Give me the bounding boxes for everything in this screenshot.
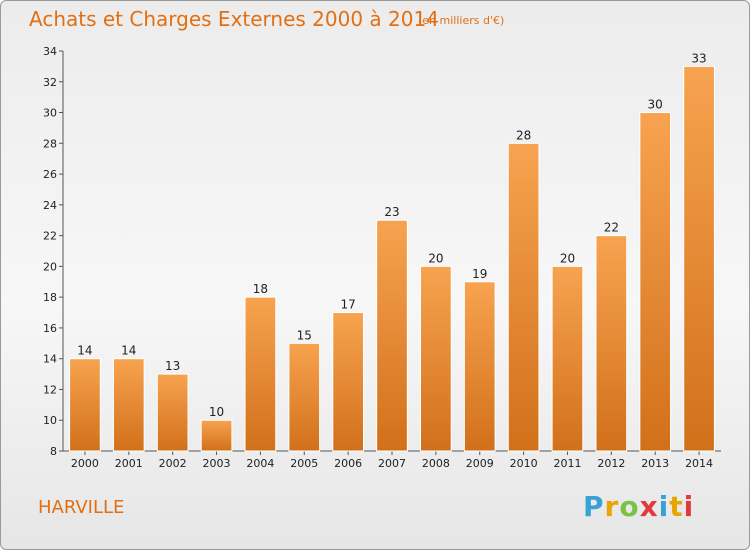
- x-tick-label: 2000: [71, 457, 99, 470]
- bar-value-label: 20: [560, 251, 575, 265]
- y-tick-label: 16: [43, 322, 57, 335]
- bar-value-label: 33: [691, 51, 706, 65]
- bar-value-label: 19: [472, 267, 487, 281]
- y-tick-label: 34: [43, 45, 57, 58]
- bar: [156, 373, 189, 452]
- bar-value-label: 10: [209, 405, 224, 419]
- x-tick-label: 2007: [378, 457, 406, 470]
- bar: [551, 265, 584, 452]
- bar: [420, 265, 452, 452]
- x-tick-label: 2005: [290, 457, 318, 470]
- bar: [683, 65, 715, 452]
- logo-letter: x: [639, 490, 659, 523]
- y-tick-label: 28: [43, 137, 57, 150]
- chart-title: Achats et Charges Externes 2000 à 2014: [29, 7, 439, 31]
- commune-name: HARVILLE: [38, 497, 125, 518]
- bar: [639, 112, 672, 452]
- logo-letter: t: [669, 490, 684, 523]
- bar: [595, 235, 628, 452]
- bar: [69, 358, 101, 452]
- y-tick-label: 20: [43, 260, 57, 273]
- x-tick-label: 2002: [159, 457, 187, 470]
- bar-value-label: 18: [253, 282, 268, 296]
- x-tick-label: 2009: [466, 457, 494, 470]
- x-tick-label: 2013: [641, 457, 669, 470]
- x-tick-label: 2008: [422, 457, 450, 470]
- x-tick-label: 2012: [597, 457, 625, 470]
- bar-value-label: 15: [297, 328, 312, 342]
- y-tick-label: 10: [43, 414, 57, 427]
- y-tick-label: 30: [43, 107, 57, 120]
- bar-value-label: 14: [77, 344, 92, 358]
- y-tick-label: 24: [43, 199, 57, 212]
- logo-letter: r: [604, 490, 620, 523]
- y-tick-label: 12: [43, 383, 57, 396]
- bar: [332, 312, 364, 452]
- y-tick-label: 32: [43, 76, 57, 89]
- bar: [376, 219, 408, 452]
- x-tick-label: 2001: [115, 457, 143, 470]
- bar-value-label: 14: [121, 344, 136, 358]
- proxiti-logo: Proxiti: [583, 490, 694, 523]
- bar-value-label: 20: [428, 251, 443, 265]
- y-tick-label: 22: [43, 230, 57, 243]
- bar: [507, 142, 540, 452]
- logo-letter: i: [683, 490, 695, 523]
- x-tick-label: 2004: [246, 457, 274, 470]
- x-tick-label: 2003: [203, 457, 231, 470]
- bar-value-label: 30: [648, 98, 663, 112]
- y-tick-label: 18: [43, 291, 57, 304]
- logo-letter: P: [583, 490, 605, 523]
- x-tick-label: 2014: [685, 457, 713, 470]
- bar: [244, 296, 277, 452]
- logo-letter: o: [619, 490, 640, 523]
- bar: [463, 281, 496, 452]
- bar-value-label: 22: [604, 221, 619, 235]
- bar: [288, 342, 321, 452]
- logo-letter: i: [658, 490, 670, 523]
- bar-value-label: 13: [165, 359, 180, 373]
- bar-value-label: 23: [384, 205, 399, 219]
- chart-subtitle: (en milliers d'€): [418, 14, 505, 27]
- y-tick-label: 26: [43, 168, 57, 181]
- bar: [200, 419, 233, 452]
- bar-value-label: 28: [516, 128, 531, 142]
- bar: [112, 358, 145, 452]
- bar-value-label: 17: [340, 298, 355, 312]
- x-tick-label: 2010: [510, 457, 538, 470]
- y-tick-label: 14: [43, 353, 57, 366]
- y-tick-label: 8: [50, 445, 57, 458]
- x-tick-label: 2011: [553, 457, 581, 470]
- x-tick-label: 2006: [334, 457, 362, 470]
